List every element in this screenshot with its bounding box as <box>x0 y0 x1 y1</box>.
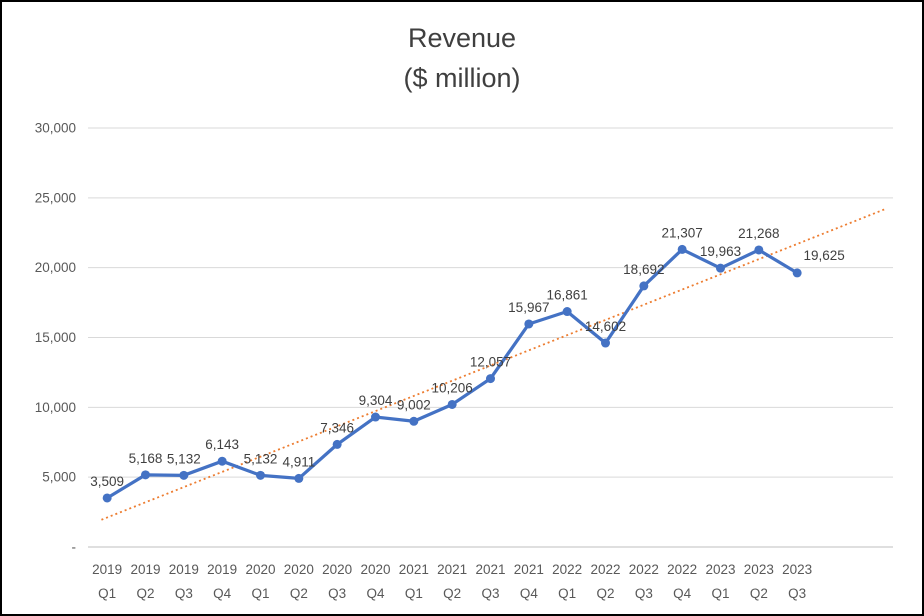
x-axis-quarter-label: Q2 <box>596 586 614 601</box>
x-axis-year-label: 2019 <box>207 562 237 577</box>
x-axis-quarter-label: Q2 <box>443 586 461 601</box>
data-point-marker <box>792 268 802 278</box>
data-point-marker <box>409 416 419 426</box>
x-axis-quarter-label: Q4 <box>213 586 232 601</box>
x-axis-quarter-label: Q2 <box>136 586 154 601</box>
x-axis-year-label: 2021 <box>437 562 467 577</box>
x-axis-quarter-label: Q3 <box>328 586 346 601</box>
x-axis-year-label: 2021 <box>475 562 505 577</box>
x-axis-year-label: 2021 <box>399 562 429 577</box>
data-point-marker <box>256 470 265 480</box>
y-axis-tick-label: 30,000 <box>35 121 76 136</box>
y-axis-tick-label: 25,000 <box>35 190 76 205</box>
data-point-label: 15,967 <box>508 300 549 315</box>
y-axis-tick-label: 15,000 <box>35 330 76 345</box>
data-point-label: 5,132 <box>167 451 201 466</box>
x-axis-quarter-label: Q4 <box>673 586 692 601</box>
y-axis-tick-label: 10,000 <box>35 400 76 415</box>
x-axis-year-label: 2023 <box>744 562 774 577</box>
x-axis-year-label: 2020 <box>360 562 390 577</box>
data-point-label: 21,268 <box>738 226 779 241</box>
x-axis-quarter-label: Q1 <box>405 586 423 601</box>
data-point-marker <box>601 338 610 348</box>
data-point-label: 5,168 <box>129 451 163 466</box>
x-axis-year-label: 2019 <box>169 562 199 577</box>
trendline <box>101 208 886 521</box>
data-point-marker <box>102 493 112 503</box>
data-point-marker <box>562 307 572 317</box>
chart-title-block: Revenue ($ million) <box>2 18 922 98</box>
x-axis-year-label: 2020 <box>284 562 314 577</box>
x-axis-quarter-label: Q1 <box>711 586 729 601</box>
data-point-marker <box>754 245 764 255</box>
data-point-marker <box>447 399 457 409</box>
data-point-label: 14,602 <box>585 319 626 334</box>
data-point-label: 9,002 <box>397 397 431 412</box>
x-axis-year-label: 2019 <box>92 562 122 577</box>
x-axis-quarter-label: Q2 <box>750 586 768 601</box>
x-axis-quarter-label: Q1 <box>251 586 269 601</box>
data-point-label: 12,057 <box>470 355 511 370</box>
data-point-label: 19,625 <box>804 248 845 263</box>
x-axis-year-label: 2021 <box>514 562 544 577</box>
data-point-marker <box>179 470 189 480</box>
y-axis-tick-label: 5,000 <box>42 470 76 485</box>
data-point-label: 3,509 <box>90 474 124 489</box>
data-point-label: 6,143 <box>205 437 239 452</box>
x-axis-quarter-label: Q4 <box>520 586 539 601</box>
x-axis-quarter-label: Q2 <box>290 586 308 601</box>
data-point-marker <box>639 281 649 291</box>
x-axis-year-label: 2020 <box>322 562 352 577</box>
data-point-marker <box>294 473 304 483</box>
x-axis-year-label: 2019 <box>130 562 160 577</box>
data-point-label: 18,692 <box>623 262 664 277</box>
y-axis-tick-label: 20,000 <box>35 260 76 275</box>
x-axis-year-label: 2022 <box>552 562 582 577</box>
x-axis-quarter-label: Q3 <box>635 586 653 601</box>
x-axis-quarter-label: Q1 <box>98 586 116 601</box>
chart-title: Revenue <box>407 23 517 53</box>
data-point-label: 7,346 <box>320 420 354 435</box>
x-axis-quarter-label: Q3 <box>175 586 193 601</box>
data-point-label: 10,206 <box>432 380 473 395</box>
data-point-marker <box>486 374 495 384</box>
x-axis-quarter-label: Q1 <box>558 586 576 601</box>
data-point-label: 16,861 <box>547 288 588 303</box>
y-axis-tick-label: - <box>72 540 77 555</box>
x-axis-year-label: 2022 <box>590 562 620 577</box>
chart-subtitle: ($ million) <box>403 63 521 93</box>
x-axis-quarter-label: Q3 <box>788 586 806 601</box>
data-point-marker <box>332 439 342 449</box>
data-point-marker <box>716 263 725 273</box>
x-axis-year-label: 2022 <box>629 562 659 577</box>
x-axis-quarter-label: Q4 <box>366 586 385 601</box>
x-axis-year-label: 2023 <box>705 562 735 577</box>
data-point-label: 5,132 <box>244 451 278 466</box>
x-axis-year-label: 2020 <box>245 562 275 577</box>
x-axis-year-label: 2023 <box>782 562 812 577</box>
data-point-marker <box>524 319 534 329</box>
data-point-marker <box>677 244 687 254</box>
data-point-marker <box>141 470 150 480</box>
x-axis-quarter-label: Q3 <box>481 586 499 601</box>
data-point-marker <box>217 456 227 466</box>
x-axis-year-label: 2022 <box>667 562 697 577</box>
revenue-series-line <box>105 247 799 500</box>
data-point-label: 9,304 <box>359 393 393 408</box>
data-point-label: 21,307 <box>662 225 703 240</box>
data-point-label: 4,911 <box>282 454 315 469</box>
data-point-marker <box>371 412 380 422</box>
data-point-label: 19,963 <box>700 244 741 259</box>
